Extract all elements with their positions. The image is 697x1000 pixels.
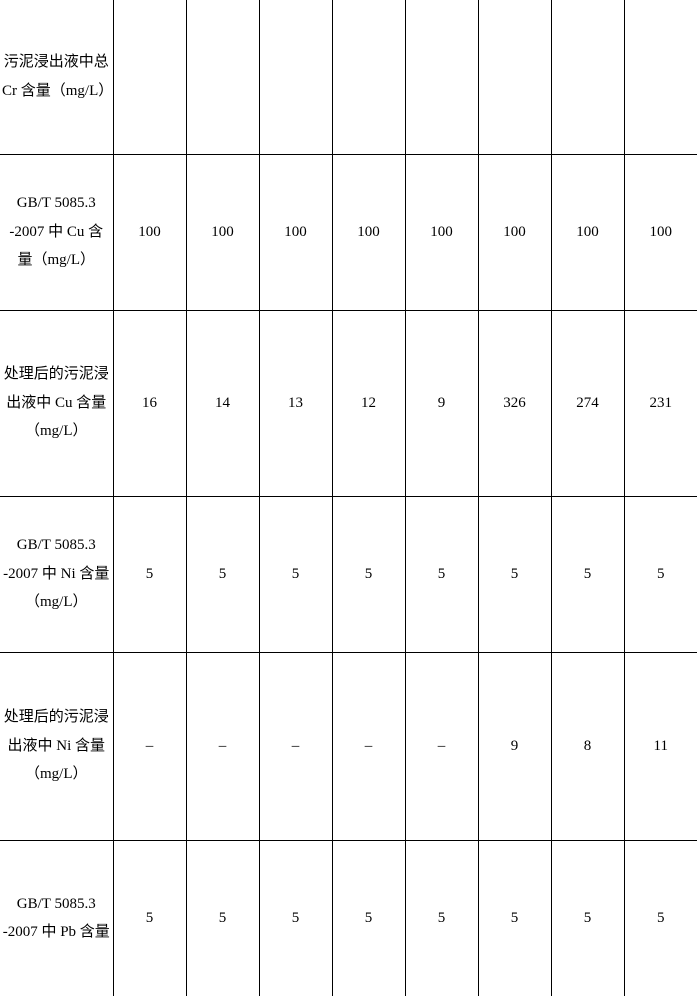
table-cell: 5 [332,496,405,652]
table-cell: 9 [405,310,478,496]
table-cell [624,0,697,154]
table-cell: 14 [186,310,259,496]
table-cell [186,0,259,154]
table-cell: – [259,652,332,840]
table-cell: 5 [478,840,551,996]
row-label: 处理后的污泥浸出液中 Ni 含量（mg/L） [0,652,113,840]
table-cell: 326 [478,310,551,496]
table-cell: 11 [624,652,697,840]
table-cell: 100 [624,154,697,310]
table-cell: 5 [113,496,186,652]
table-cell: – [186,652,259,840]
table-cell: 5 [113,840,186,996]
table-cell: 100 [186,154,259,310]
table-body: 污泥浸出液中总 Cr 含量（mg/L） GB/T 5085.3 -2007 中 … [0,0,697,996]
table-cell: 5 [259,496,332,652]
table-row: 处理后的污泥浸出液中 Ni 含量（mg/L） – – – – – 9 8 11 [0,652,697,840]
table-row: 处理后的污泥浸出液中 Cu 含量（mg/L） 16 14 13 12 9 326… [0,310,697,496]
table-cell: 5 [551,840,624,996]
table-row: GB/T 5085.3 -2007 中 Ni 含量（mg/L） 5 5 5 5 … [0,496,697,652]
table-cell: 16 [113,310,186,496]
table-row: GB/T 5085.3 -2007 中 Cu 含量（mg/L） 100 100 … [0,154,697,310]
table-cell: 8 [551,652,624,840]
table-cell [332,0,405,154]
table-cell: 12 [332,310,405,496]
table-cell: 5 [624,496,697,652]
table-cell: 5 [624,840,697,996]
row-label: GB/T 5085.3 -2007 中 Pb 含量 [0,840,113,996]
table-cell: 5 [332,840,405,996]
data-table: 污泥浸出液中总 Cr 含量（mg/L） GB/T 5085.3 -2007 中 … [0,0,697,996]
table-cell: 100 [259,154,332,310]
table-cell: – [332,652,405,840]
table-cell [113,0,186,154]
table-cell: 274 [551,310,624,496]
row-label: GB/T 5085.3 -2007 中 Ni 含量（mg/L） [0,496,113,652]
table-cell: 100 [405,154,478,310]
table-cell: 5 [405,496,478,652]
table-cell [478,0,551,154]
table-cell: 100 [551,154,624,310]
table-cell [551,0,624,154]
table-cell: 100 [113,154,186,310]
table-cell [405,0,478,154]
row-label: GB/T 5085.3 -2007 中 Cu 含量（mg/L） [0,154,113,310]
table-row: GB/T 5085.3 -2007 中 Pb 含量 5 5 5 5 5 5 5 … [0,840,697,996]
table-cell: 9 [478,652,551,840]
row-label: 处理后的污泥浸出液中 Cu 含量（mg/L） [0,310,113,496]
table-cell: 5 [551,496,624,652]
table-cell: 5 [259,840,332,996]
table-cell: – [113,652,186,840]
table-cell: 5 [405,840,478,996]
table-cell: 5 [478,496,551,652]
table-cell: 100 [332,154,405,310]
table-cell: 5 [186,496,259,652]
table-cell: 5 [186,840,259,996]
table-cell: 100 [478,154,551,310]
table-cell [259,0,332,154]
row-label: 污泥浸出液中总 Cr 含量（mg/L） [0,0,113,154]
table-cell: 13 [259,310,332,496]
table-cell: 231 [624,310,697,496]
table-row: 污泥浸出液中总 Cr 含量（mg/L） [0,0,697,154]
table-cell: – [405,652,478,840]
